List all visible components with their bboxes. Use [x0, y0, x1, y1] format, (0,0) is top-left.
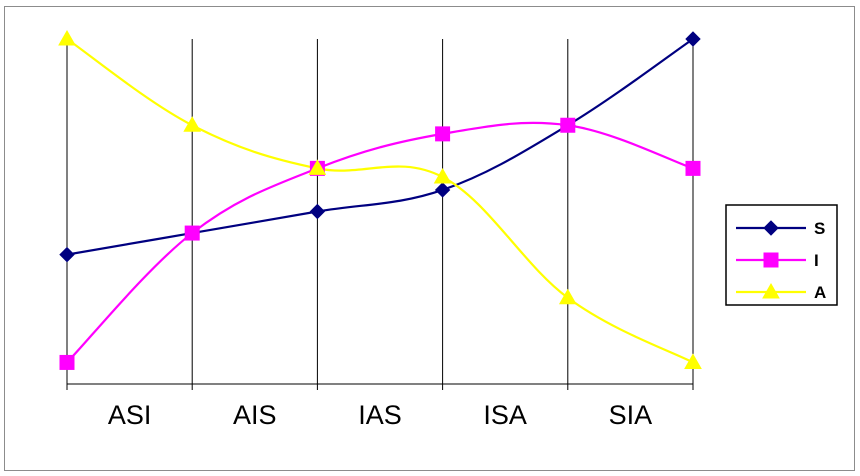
legend-items: SIA: [736, 219, 826, 302]
point-I: [59, 354, 75, 370]
point-I: [435, 126, 451, 142]
series-line-S: [66, 38, 694, 256]
point-S: [434, 182, 451, 198]
point-A: [684, 353, 702, 369]
category-label: SIA: [609, 400, 653, 430]
legend-marker-S: [763, 220, 779, 236]
point-A: [58, 29, 76, 46]
point-I: [560, 117, 576, 133]
category-labels: ASI AIS IAS ISA SIA: [108, 400, 652, 430]
point-A: [183, 116, 202, 132]
point-S: [309, 203, 326, 220]
point-I: [685, 160, 701, 176]
series-line-I: [66, 121, 694, 364]
category-label: ASI: [108, 400, 152, 430]
point-A: [308, 159, 327, 175]
legend-marker-I: [763, 252, 779, 268]
legend-label-I: I: [814, 251, 819, 270]
chart-frame: [4, 6, 855, 471]
category-label: ISA: [483, 400, 527, 430]
series-line-A: [66, 38, 694, 364]
grid-lines: [66, 39, 694, 390]
legend: SIA: [725, 204, 838, 306]
point-I: [184, 225, 200, 241]
category-label: AIS: [233, 400, 277, 430]
series-markers: [58, 29, 702, 370]
category-label: IAS: [358, 400, 402, 430]
series-lines: [66, 38, 694, 364]
legend-marker-A: [762, 282, 780, 299]
legend-label-S: S: [814, 219, 825, 238]
point-S: [59, 246, 75, 263]
legend-box: [725, 204, 838, 306]
legend-label-A: A: [814, 283, 826, 302]
point-A: [433, 167, 452, 184]
point-A: [558, 288, 577, 305]
point-S: [685, 31, 701, 47]
